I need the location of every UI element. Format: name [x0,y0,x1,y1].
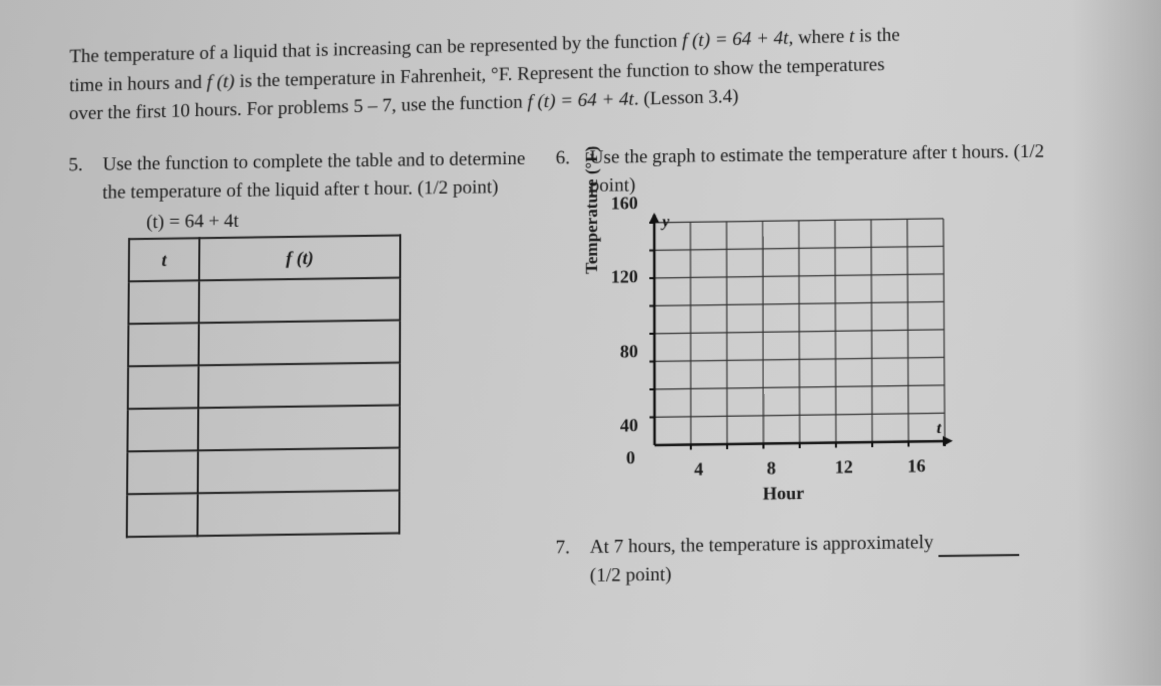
table-row [127,447,399,493]
table-cell[interactable] [128,280,199,323]
q5-table: t f (t) [126,234,401,538]
intro-text: time in hours and [69,71,207,96]
y-axis-arrow-icon [649,212,659,222]
page-edge-shadow [1071,0,1161,686]
x-var-label: t [936,419,941,436]
q5-text: Use the function to complete the table a… [102,145,525,206]
table-cell[interactable] [128,323,199,366]
xtick-label: 4 [694,458,703,478]
y-var-label: y [660,213,670,230]
q6-prompt: 6. Use the graph to estimate the tempera… [556,137,1093,200]
intro-fn2: f (t) [207,71,235,93]
table-header-row: t f (t) [129,235,400,281]
table-header-ft: f (t) [199,235,400,280]
table-cell[interactable] [197,490,399,536]
table-cell[interactable] [198,447,400,493]
chart-yticks: 160 120 80 40 [596,212,638,435]
worksheet-page: The temperature of a liquid that is incr… [0,0,1161,686]
q6-number: 6. [556,144,578,200]
intro-paragraph: The temperature of a liquid that is incr… [69,17,1092,129]
table-cell[interactable] [128,365,199,409]
q6-text: Use the graph to estimate the temperatur… [590,137,1093,199]
chart-xticks: 4 8 12 16 [644,455,947,481]
q7-blank[interactable] [938,553,1019,556]
intro-fn1: f (t) = 64 + 4t [682,28,789,52]
table-cell[interactable] [199,277,400,322]
table-cell[interactable] [198,405,400,450]
chart: Temperature (°F) 160 120 80 40 [596,206,1096,506]
xtick-label: 12 [835,456,853,477]
chart-xlabel: Hour [638,480,929,505]
table-cell[interactable] [198,362,400,407]
column-left: 5. Use the function to complete the tabl… [65,145,526,597]
table-cell[interactable] [127,450,198,494]
q7-number: 7. [556,533,578,589]
table-cell[interactable] [127,493,198,537]
x-axis-arrow-icon [943,435,953,445]
chart-origin: 0 [626,447,635,468]
table-cell[interactable] [127,408,198,452]
xtick-label: 8 [767,457,776,477]
chart-grid: y t [644,208,957,455]
table-row [128,320,400,366]
table-row [127,405,399,451]
x-axis [654,441,948,445]
intro-text: is the [854,25,900,47]
column-right: 6. Use the graph to estimate the tempera… [556,137,1097,590]
q5-formula: (t) = 64 + 4t [146,206,525,233]
table-row [128,277,400,323]
q7-text-a: At 7 hours, the temperature is approxima… [590,531,938,557]
q5-table-wrap: t f (t) [126,232,526,537]
xtick-label: 16 [907,455,925,476]
chart-ylabel: Temperature (°F) [582,145,602,273]
table-cell[interactable] [199,320,400,365]
q5-prompt: 5. Use the function to complete the tabl… [68,145,526,207]
q5-number: 5. [68,151,91,207]
intro-fn3: f (t) = 64 + 4t [527,89,634,113]
q7-text-b: (1/2 point) [590,555,1019,589]
table-row [127,490,400,537]
intro-text: . (Lesson 3.4) [634,86,739,110]
content-columns: 5. Use the function to complete the tabl… [65,137,1097,597]
table-row [128,362,400,408]
intro-text: , where [788,26,849,49]
table-header-t: t [129,238,200,281]
q7-prompt: 7. At 7 hours, the temperature is approx… [556,526,1097,590]
